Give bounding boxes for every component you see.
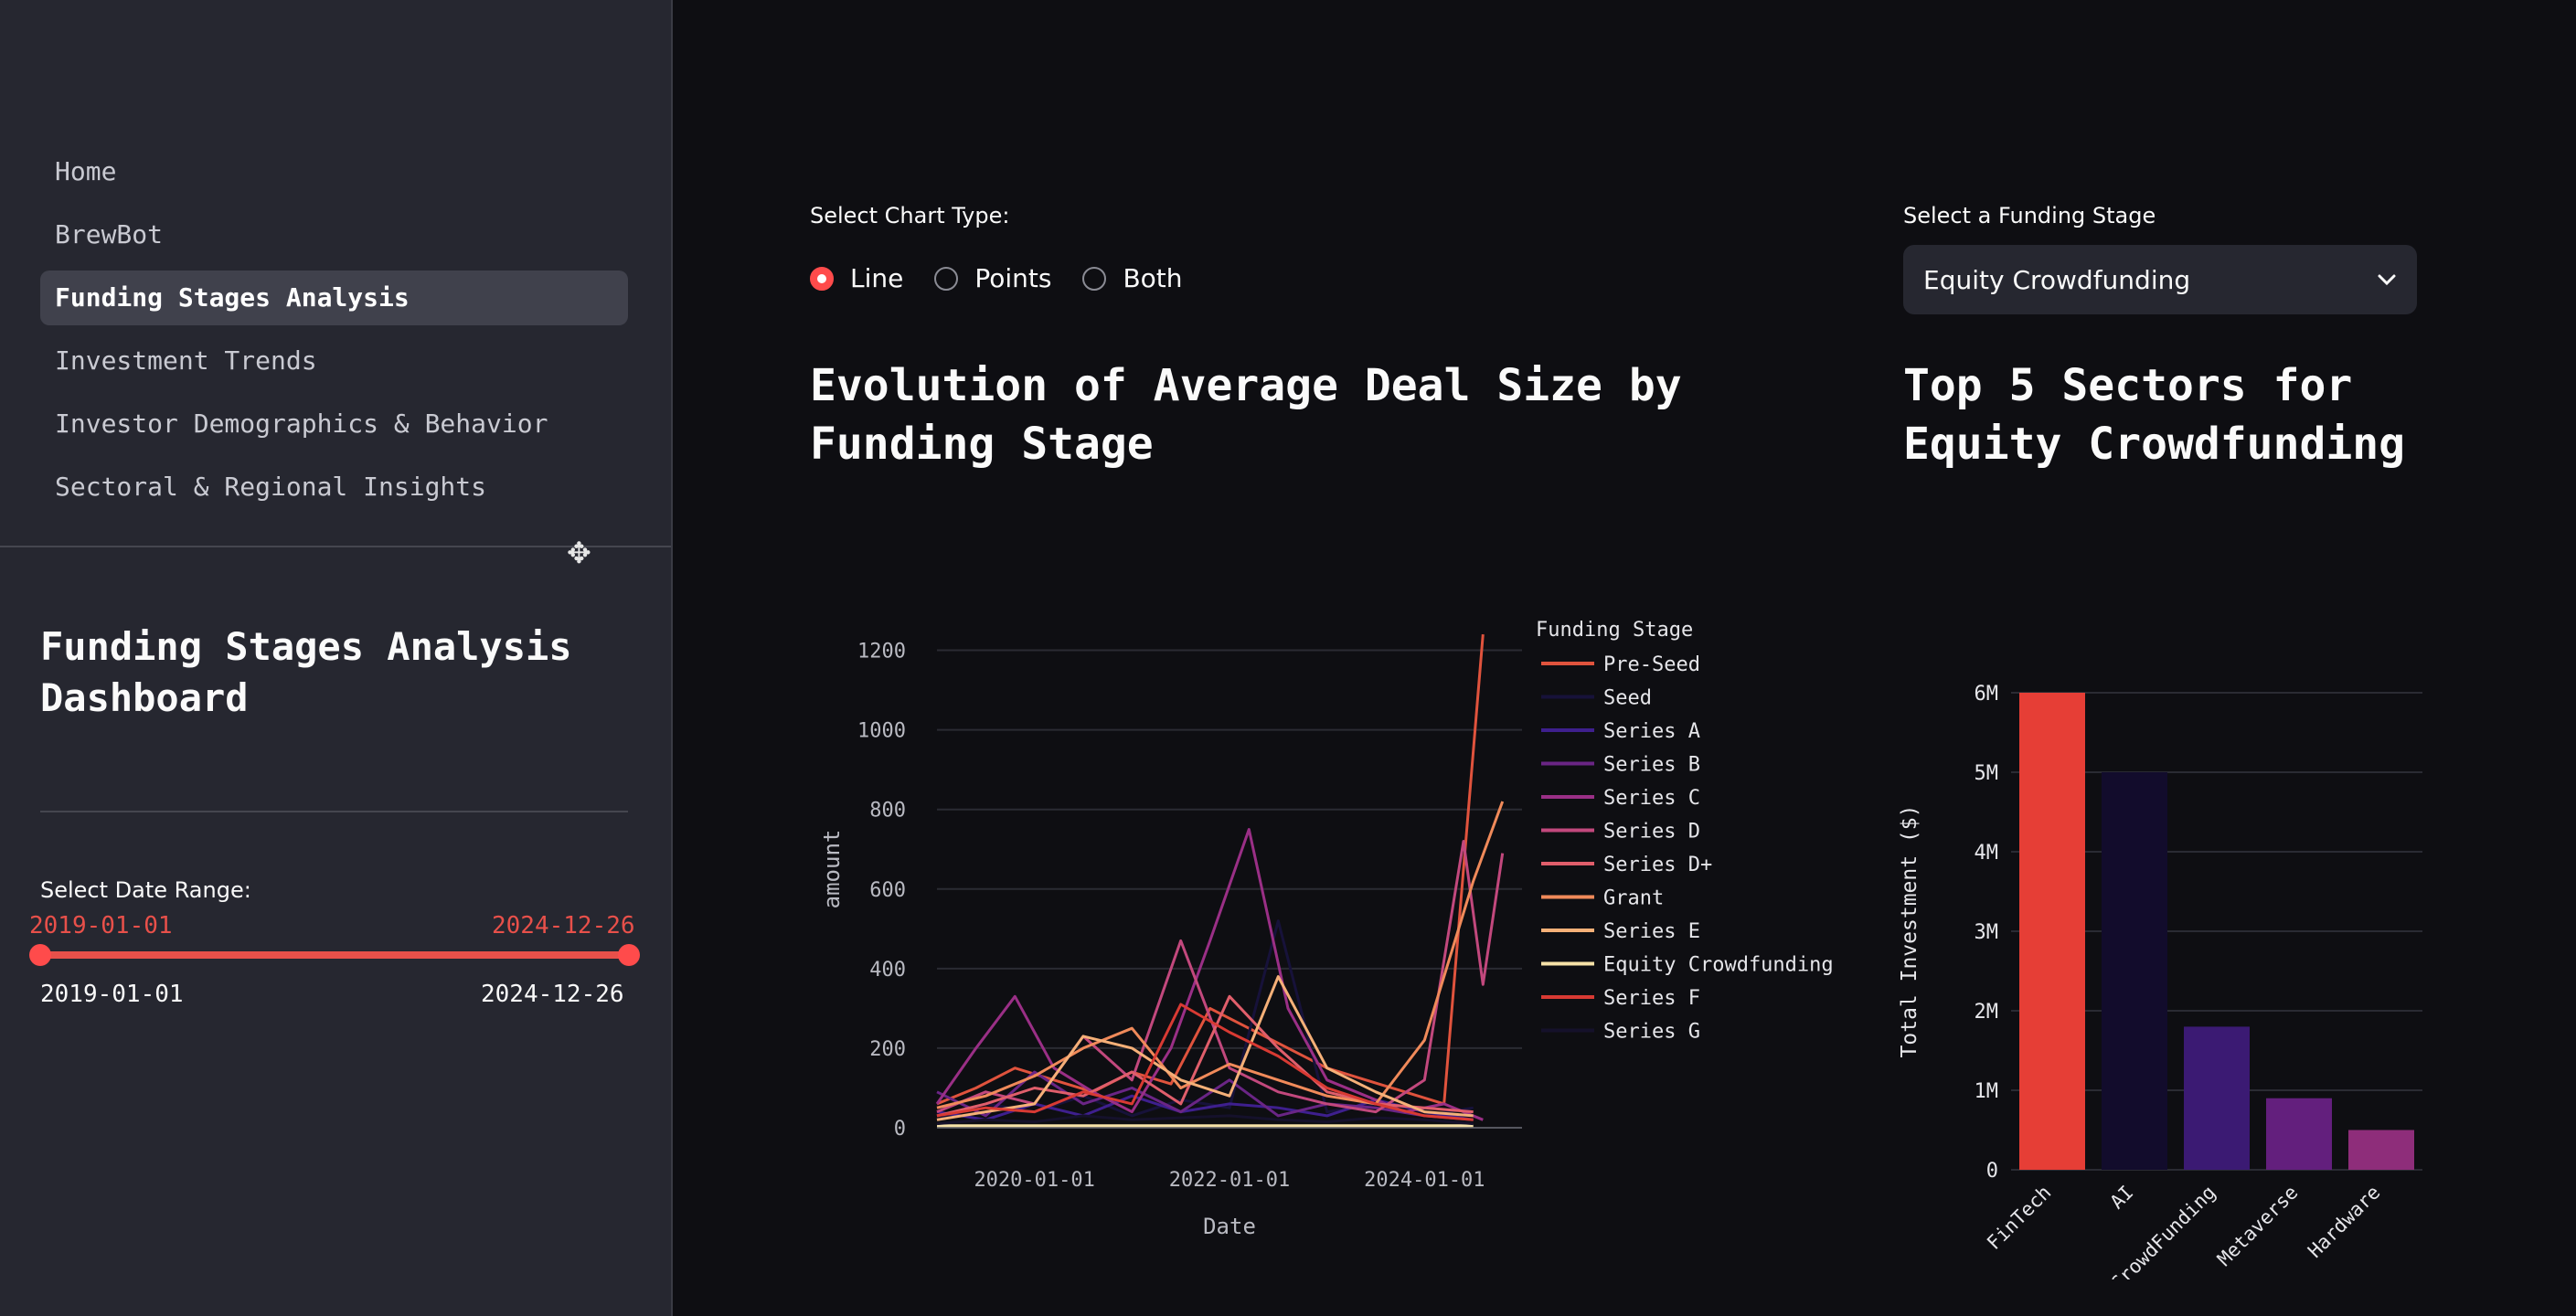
series-line: [936, 1070, 1474, 1121]
line-chart-heading: Evolution of Average Deal Size by Fundin…: [810, 360, 1682, 470]
legend-item: Series G: [1603, 1021, 1700, 1044]
date-range-slider-track[interactable]: [40, 951, 629, 959]
radio-points-indicator[interactable]: [934, 266, 959, 291]
chevron-down-icon: [2378, 274, 2396, 286]
date-range-start-handle[interactable]: [29, 944, 51, 966]
date-range-end-value: 2024-12-26: [492, 912, 635, 939]
legend-item: Series C: [1603, 787, 1700, 810]
legend-item: Pre-Seed: [1603, 653, 1700, 676]
y-axis-title: amount: [819, 830, 845, 909]
y-tick-label: 3M: [1975, 921, 1999, 944]
nav-item-investor-demographics[interactable]: Investor Demographics & Behavior: [55, 409, 548, 439]
nav-item-sectoral-regional[interactable]: Sectoral & Regional Insights: [55, 472, 487, 502]
radio-both-indicator[interactable]: [1082, 266, 1107, 291]
legend-item: Series D: [1603, 821, 1700, 844]
legend-item: Series A: [1603, 720, 1700, 743]
legend-item: Series F: [1603, 987, 1700, 1010]
x-tick-label: 2020-01-01: [974, 1169, 1094, 1192]
y-tick-label: 400: [869, 959, 906, 982]
x-tick-label: 2024-01-01: [1364, 1169, 1485, 1192]
series-line: [936, 801, 1505, 1109]
radio-line-label: Line: [850, 263, 904, 293]
series-line: [936, 975, 1474, 1121]
nav-item-funding-stages-analysis[interactable]: Funding Stages Analysis: [40, 271, 628, 325]
radio-both-label: Both: [1123, 263, 1183, 293]
y-tick-label: 1200: [857, 641, 906, 663]
sidebar-divider: [40, 811, 628, 812]
y-tick-label: 6M: [1975, 683, 1999, 706]
nav-item-home[interactable]: Home: [55, 156, 117, 186]
funding-stage-select-value: Equity Crowdfunding: [1923, 264, 2191, 295]
y-tick-label: 0: [1986, 1160, 1998, 1183]
date-range-end-handle[interactable]: [618, 944, 640, 966]
sidebar-nav: Home BrewBot Funding Stages Analysis Inv…: [40, 144, 628, 523]
y-tick-label: 1M: [1975, 1080, 1999, 1103]
bar-chart[interactable]: 0 1M 2M 3M 4M 5M 6M Total Investment ($) FinTech…: [1883, 640, 2514, 1279]
y-tick-label: 0: [894, 1118, 906, 1141]
sidebar-title: Funding Stages Analysis Dashboard: [40, 624, 572, 720]
funding-stage-label: Select a Funding Stage: [1903, 203, 2156, 228]
date-range-start-value: 2019-01-01: [29, 912, 173, 939]
x-axis-title: Date: [1203, 1214, 1256, 1239]
bar: [2348, 1130, 2414, 1170]
move-cursor-icon: ✥: [567, 536, 591, 570]
date-range-min-label: 2019-01-01: [40, 981, 184, 1008]
legend-title: Funding Stage: [1536, 619, 1693, 642]
date-range-label: Select Date Range:: [40, 877, 251, 903]
legend-item: Series D+: [1603, 854, 1712, 876]
bar: [2266, 1098, 2332, 1170]
bar: [2019, 693, 2085, 1170]
line-chart[interactable]: 0 200 400 600 800 1000 1200 2020-01-01 2022-01-0…: [804, 603, 1865, 1261]
radio-line-indicator[interactable]: [810, 266, 834, 291]
series-line: [936, 633, 1485, 1106]
y-tick-label: 5M: [1975, 762, 1999, 785]
x-tick-label: AI: [2106, 1182, 2138, 1214]
radio-points-label: Points: [974, 263, 1052, 293]
x-tick-label: 2022-01-01: [1169, 1169, 1290, 1192]
nav-item-investment-trends[interactable]: Investment Trends: [55, 345, 317, 376]
series-line: [936, 1003, 1474, 1121]
y-tick-label: 200: [869, 1038, 906, 1061]
x-tick-label: Hardware: [2304, 1182, 2384, 1262]
legend-item: Grant: [1603, 887, 1664, 910]
sidebar: Home BrewBot Funding Stages Analysis Inv…: [0, 0, 673, 1316]
y-tick-label: 4M: [1975, 842, 1999, 865]
radio-points[interactable]: Points: [934, 263, 1051, 293]
chart-type-radio-group: Line Points Both: [810, 263, 1214, 293]
date-range-max-label: 2024-12-26: [481, 981, 624, 1008]
bar-chart-heading: Top 5 Sectors for Equity Crowdfunding: [1903, 360, 2406, 470]
legend-item: Seed: [1603, 687, 1652, 710]
x-tick-label: FinTech: [1983, 1182, 2056, 1255]
y-tick-label: 600: [869, 879, 906, 902]
legend-item: Series B: [1603, 754, 1700, 777]
legend-item: Series E: [1603, 920, 1700, 943]
series-line: [935, 828, 1484, 1121]
chart-type-label: Select Chart Type:: [810, 203, 1010, 228]
y-tick-label: 1000: [857, 720, 906, 743]
nav-divider[interactable]: [0, 546, 671, 547]
y-axis-title: Total Investment ($): [1898, 805, 1921, 1058]
radio-both[interactable]: Both: [1082, 263, 1183, 293]
y-tick-label: 2M: [1975, 1001, 1999, 1024]
funding-stage-select[interactable]: Equity Crowdfunding: [1903, 245, 2417, 314]
nav-item-brewbot[interactable]: BrewBot: [55, 219, 164, 249]
bar: [2102, 772, 2167, 1170]
legend-item: Equity Crowdfunding: [1603, 954, 1834, 977]
bar: [2184, 1026, 2250, 1170]
series-line: [936, 1114, 1474, 1126]
x-tick-label: Metaverse: [2213, 1182, 2302, 1270]
y-tick-label: 800: [869, 800, 906, 822]
radio-line[interactable]: Line: [810, 263, 903, 293]
